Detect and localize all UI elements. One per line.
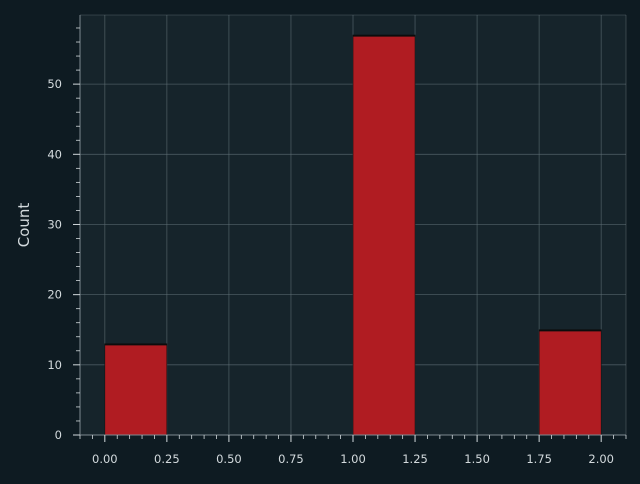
x-tick-label: 1.25 — [402, 452, 428, 466]
histogram-bar — [352, 34, 416, 436]
y-axis: 0 10 20 30 40 50 — [47, 15, 81, 442]
x-tick-label: 1.00 — [340, 452, 366, 466]
x-tick-label: 1.50 — [464, 452, 490, 466]
y-tick-label: 0 — [55, 428, 62, 442]
x-tick-label: 2.00 — [588, 452, 614, 466]
y-tick-label: 10 — [47, 358, 62, 372]
x-tick-label: 0.25 — [154, 452, 180, 466]
histogram-bar — [104, 343, 168, 436]
y-tick-label: 20 — [47, 288, 62, 302]
x-tick-label: 0.50 — [216, 452, 242, 466]
x-tick-label: 0.00 — [92, 452, 118, 466]
x-axis: 0.00 0.25 0.50 0.75 1.00 1.25 1.50 1.75 2.00 — [79, 14, 627, 466]
bars — [104, 34, 602, 436]
histogram-bar — [538, 329, 602, 436]
x-tick-label: 0.75 — [278, 452, 304, 466]
y-tick-label: 40 — [47, 147, 62, 161]
y-tick-label: 50 — [47, 77, 62, 91]
x-tick-label: 1.75 — [526, 452, 552, 466]
y-axis-label: Count — [15, 203, 33, 248]
y-tick-label: 30 — [47, 217, 62, 231]
